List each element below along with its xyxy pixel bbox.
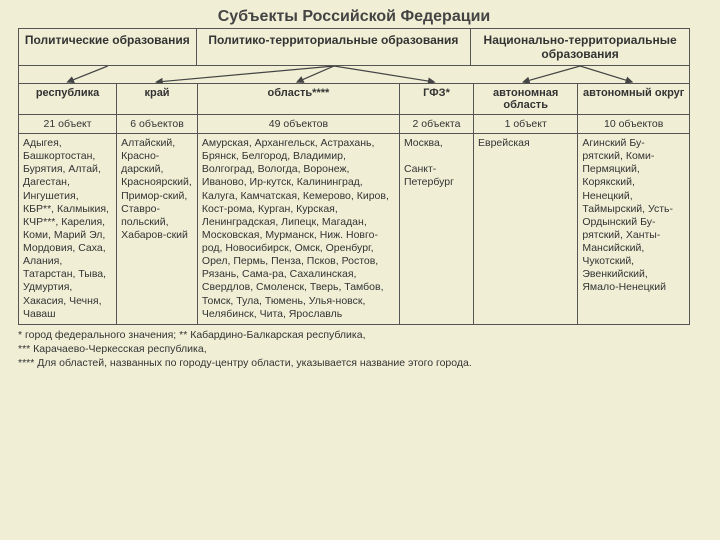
col-oblast: область**** bbox=[197, 84, 399, 115]
count-row: 21 объект 6 объектов 49 объектов 2 объек… bbox=[19, 115, 689, 134]
col-krai: край bbox=[117, 84, 198, 115]
footnote-2: *** Карачаево-Черкесская республика, bbox=[18, 342, 690, 356]
col-auton-okrug: автономный округ bbox=[578, 84, 689, 115]
main-table: республика край область**** ГФЗ* автоном… bbox=[19, 84, 689, 324]
footnote-3: **** Для областей, названных по городу-ц… bbox=[18, 356, 690, 370]
group-national-territorial: Национально-территориальные образования bbox=[471, 29, 689, 65]
list-row: Адыгея, Башкортостан, Бурятия, Алтай, Да… bbox=[19, 134, 689, 324]
col-auton-oblast: автономная область bbox=[473, 84, 577, 115]
outer-table: Политические образования Политико-террит… bbox=[18, 28, 690, 325]
list-ao: Еврейская bbox=[473, 134, 577, 324]
footnote-1: * город федерального значения; ** Кабард… bbox=[18, 328, 690, 342]
group-row: Политические образования Политико-террит… bbox=[19, 29, 689, 66]
col-gfz: ГФЗ* bbox=[399, 84, 473, 115]
page-title: Субъекты Российской Федерации bbox=[18, 8, 690, 26]
list-krais: Алтайский, Красно-дарский, Красноярский,… bbox=[117, 134, 198, 324]
count-aokrug: 10 объектов bbox=[578, 115, 689, 134]
list-oblasts: Амурская, Архангельск, Астрахань, Брянск… bbox=[197, 134, 399, 324]
arrow-strip bbox=[19, 66, 689, 84]
footnotes: * город федерального значения; ** Кабард… bbox=[18, 328, 690, 371]
group-political: Политические образования bbox=[19, 29, 197, 65]
count-oblast: 49 объектов bbox=[197, 115, 399, 134]
group-politico-territorial: Политико-территориальные образования bbox=[197, 29, 472, 65]
list-aokrug: Агинский Бу-рятский, Коми-Пермяцкий, Кор… bbox=[578, 134, 689, 324]
count-krai: 6 объектов bbox=[117, 115, 198, 134]
list-gfz: Москва, Санкт-Петербург bbox=[399, 134, 473, 324]
list-republics: Адыгея, Башкортостан, Бурятия, Алтай, Да… bbox=[19, 134, 117, 324]
count-ao: 1 объект bbox=[473, 115, 577, 134]
col-republic: республика bbox=[19, 84, 117, 115]
count-republic: 21 объект bbox=[19, 115, 117, 134]
header-row: республика край область**** ГФЗ* автоном… bbox=[19, 84, 689, 115]
count-gfz: 2 объекта bbox=[399, 115, 473, 134]
